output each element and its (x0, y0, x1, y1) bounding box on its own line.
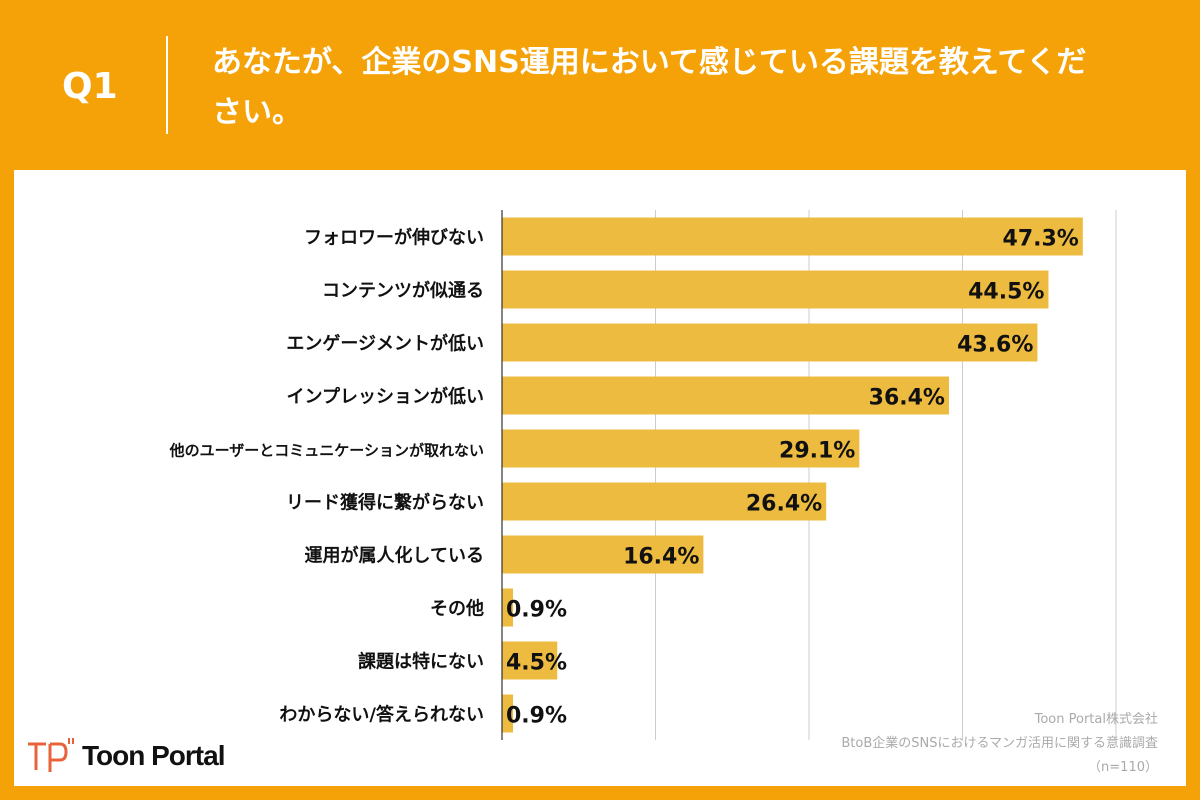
value-label: 4.5% (506, 651, 567, 676)
category-label: フォロワーが伸びない (304, 227, 484, 249)
source-company: Toon Portal株式会社 (1034, 712, 1158, 727)
bar (502, 270, 1049, 309)
bar (502, 323, 1038, 362)
category-label: コンテンツが似通る (322, 280, 484, 302)
category-label: 他のユーザーとコミュニケーションが取れない (169, 442, 484, 460)
chart-title: あなたが、企業のSNS運用において感じている課題を教えてください。 (212, 45, 1087, 130)
value-label: 43.6% (957, 333, 1033, 358)
source-survey: BtoB企業のSNSにおけるマンガ活用に関する意識調査 (841, 736, 1158, 751)
bar (502, 641, 558, 680)
bar (502, 429, 860, 468)
bar (502, 376, 949, 415)
value-label: 0.9% (506, 704, 567, 729)
value-label: 0.9% (506, 598, 567, 623)
value-label: 29.1% (779, 439, 855, 464)
value-label: 47.3% (1003, 227, 1079, 252)
value-label: 16.4% (623, 545, 699, 570)
value-label: 44.5% (968, 280, 1044, 305)
bar (502, 588, 514, 627)
value-label: 36.4% (869, 386, 945, 411)
sample-size: （n=110） (1088, 760, 1158, 775)
category-label: その他 (430, 598, 484, 620)
value-label: 26.4% (746, 492, 822, 517)
bar (502, 217, 1083, 256)
divider (166, 36, 168, 134)
category-label: インプレッションが低い (287, 386, 484, 408)
category-label: リード獲得に繋がらない (286, 492, 484, 514)
category-label: 運用が属人化している (305, 545, 484, 567)
bar (502, 482, 827, 521)
category-label: 課題は特にない (358, 651, 484, 673)
source-note: Toon Portal株式会社 BtoB企業のSNSにおけるマンガ活用に関する意… (841, 708, 1158, 780)
logo: Toon Portal (26, 738, 225, 774)
category-label: エンゲージメントが低い (286, 333, 484, 355)
category-label: わからない/答えられない (279, 704, 484, 726)
tp-logo-icon (28, 738, 74, 772)
question-number: Q1 (62, 66, 118, 107)
bar (502, 535, 704, 574)
bar (502, 694, 514, 733)
logo-text: Toon Portal (82, 740, 225, 771)
